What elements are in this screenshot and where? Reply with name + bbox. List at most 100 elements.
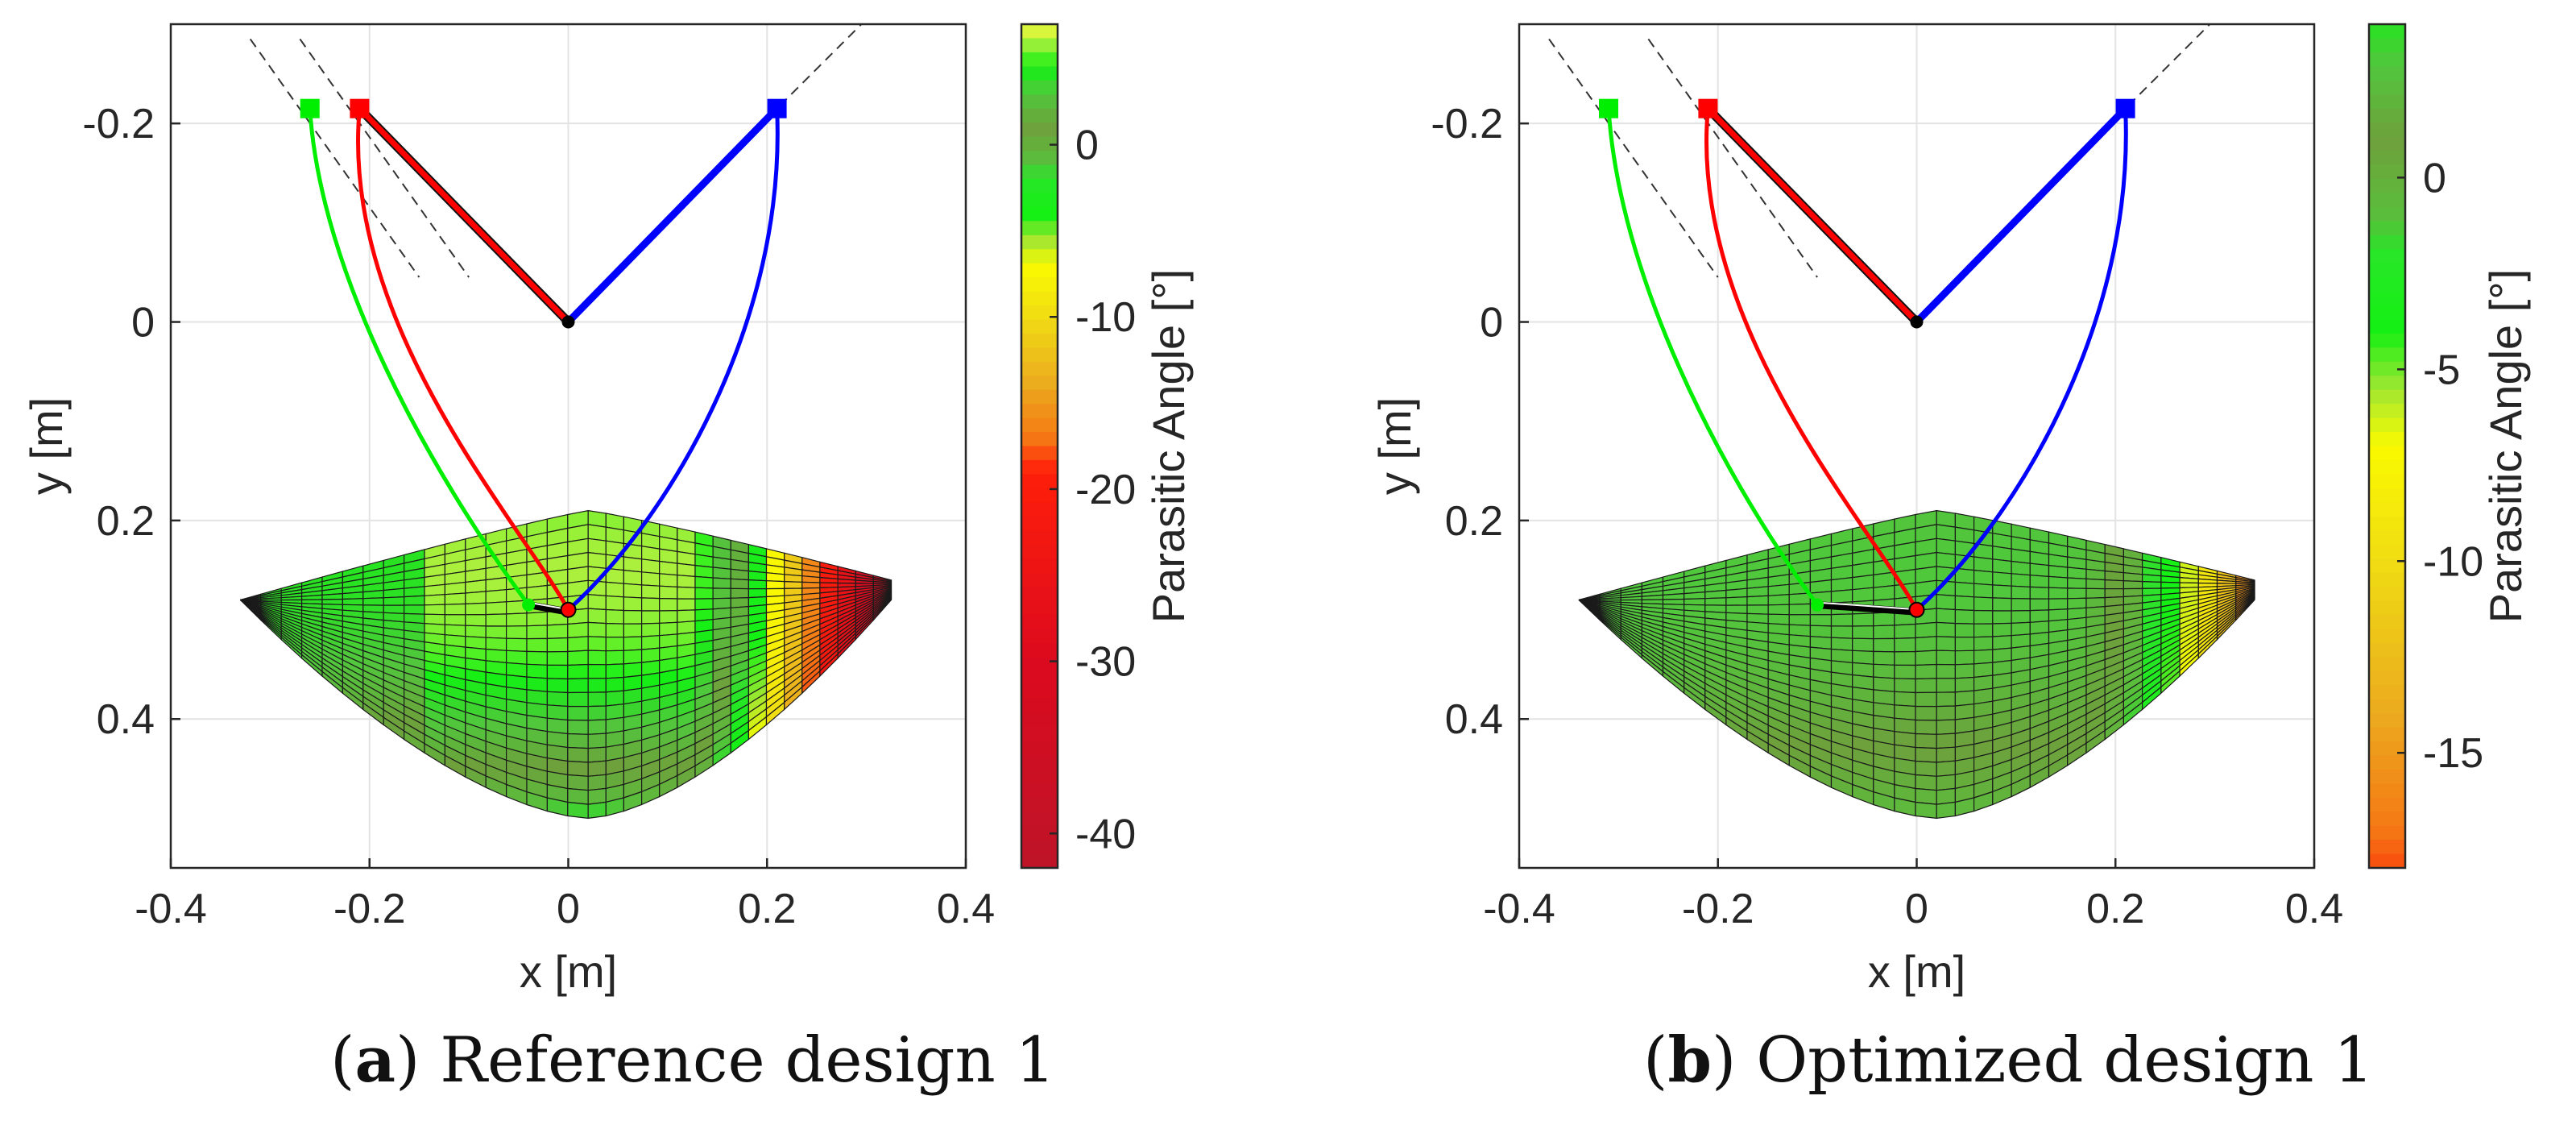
surface-cell: [677, 575, 696, 588]
surface-cell: [1936, 733, 1956, 749]
surface-cell: [1954, 690, 1975, 707]
surface-cell: [1852, 637, 1874, 653]
colorbar-segment: [2369, 122, 2405, 138]
surface-cell: [640, 597, 661, 612]
surface-cell: [485, 576, 507, 592]
colorbar-segment: [1021, 825, 1058, 841]
colorbar-segment: [2369, 206, 2405, 222]
surface-cell: [784, 580, 803, 590]
platform-left-joint: [1811, 598, 1824, 612]
x-tick-label: 0.2: [2086, 886, 2144, 932]
surface-cell: [1915, 621, 1937, 639]
x-tick-label: -0.2: [333, 886, 406, 932]
surface-cell: [1954, 636, 1975, 652]
surface-cell: [587, 746, 607, 763]
surface-cell: [2067, 577, 2087, 589]
surface-cell: [2123, 580, 2143, 590]
colorbar-segment: [2369, 811, 2405, 827]
surface-cell: [526, 676, 549, 692]
surface-cell: [1830, 637, 1853, 651]
colorbar-segment: [2369, 741, 2405, 757]
colorbar-segment: [2369, 713, 2405, 728]
colorbar-segment: [1021, 629, 1058, 644]
x-tick-label: 0.2: [738, 886, 796, 932]
surface-cell: [623, 569, 643, 586]
surface-cell: [765, 580, 785, 590]
surface-cell: [424, 604, 446, 616]
surface-cell: [605, 650, 625, 666]
anchor-green: [300, 98, 320, 118]
anchor-blue: [2115, 98, 2135, 118]
surface-cell: [1894, 664, 1916, 680]
colorbar-tick-label: -10: [2423, 538, 2483, 585]
colorbar-tick-label: -40: [1075, 811, 1136, 857]
surface-cell: [784, 574, 803, 583]
surface-cell: [362, 597, 384, 606]
surface-cell: [465, 613, 487, 627]
x-tick-label: 0: [557, 886, 580, 932]
surface-cell: [801, 581, 821, 589]
surface-cell: [546, 678, 569, 694]
surface-cell: [2104, 570, 2124, 582]
colorbar-segment: [2369, 629, 2405, 644]
colorbar-segment: [2369, 614, 2405, 630]
colorbar-segment: [1021, 783, 1058, 799]
surface-cell: [1936, 636, 1956, 652]
surface-cell: [567, 691, 589, 708]
surface-cell: [505, 612, 528, 627]
surface-cell: [1873, 650, 1895, 666]
surface-cell: [485, 589, 507, 604]
surface-cell: [444, 614, 466, 626]
surface-cell: [424, 583, 446, 596]
colorbar-label: Parasitic Angle [°]: [1143, 269, 1194, 624]
surface-cell: [1936, 719, 1956, 735]
x-tick-label: -0.2: [1682, 886, 1754, 932]
arm-red: [1705, 106, 1920, 324]
x-tick-label: 0: [1905, 886, 1928, 932]
colorbar-segment: [2369, 263, 2405, 278]
colorbar-segment: [2369, 136, 2405, 152]
surface-cell: [2011, 609, 2031, 625]
x-axis-label: x [m]: [1868, 946, 1965, 997]
surface-cell: [383, 604, 405, 615]
surface-cell: [2179, 576, 2199, 584]
surface-cell: [424, 613, 446, 625]
colorbar-segment: [2369, 319, 2405, 334]
surface-cell: [1894, 704, 1916, 721]
surface-cell: [640, 610, 661, 625]
caption-b-text: Optimized design 1: [1756, 1024, 2374, 1097]
colorbar-segment: [1021, 319, 1058, 334]
surface-cell: [1746, 604, 1769, 615]
surface-cell: [677, 562, 696, 578]
surface-cell: [1725, 596, 1748, 606]
surface-cell: [587, 787, 607, 805]
surface-cell: [2104, 579, 2124, 590]
colorbar-segment: [2369, 333, 2405, 349]
surface-cell: [587, 551, 607, 569]
anchor-red: [1698, 98, 1718, 118]
surface-cell: [1973, 636, 1994, 651]
surface-cell: [1936, 774, 1956, 791]
surface-cell: [748, 570, 768, 582]
anchor-red: [350, 98, 370, 118]
surface-cell: [1915, 705, 1937, 721]
surface-cell: [2011, 597, 2031, 612]
colorbar-segment: [2369, 572, 2405, 587]
surface-cell: [2029, 575, 2050, 588]
colorbar-segment: [2369, 544, 2405, 559]
platform-bar: [1816, 601, 1917, 616]
colorbar-segment: [1021, 108, 1058, 123]
surface-cell: [1936, 594, 1956, 611]
surface-cell: [1746, 595, 1769, 606]
x-tick-label: -0.4: [1483, 886, 1555, 932]
surface-cell: [677, 609, 696, 623]
colorbar-segment: [2369, 94, 2405, 110]
colorbar-segment: [2369, 66, 2405, 81]
colorbar-segment: [1021, 657, 1058, 672]
surface-cell: [623, 636, 643, 651]
surface-cell: [2085, 568, 2106, 581]
surface-cell: [1809, 625, 1833, 638]
colorbar-segment: [1021, 488, 1058, 504]
colorbar-segment: [1021, 193, 1058, 208]
